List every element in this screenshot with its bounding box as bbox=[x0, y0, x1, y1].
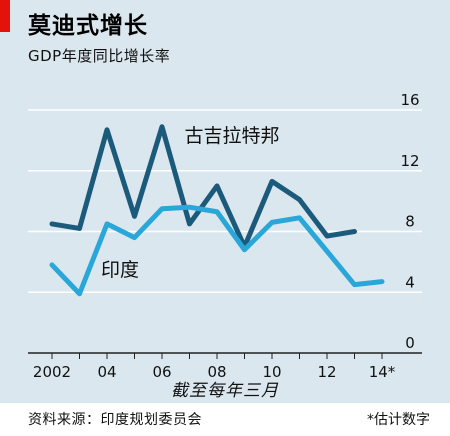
source-note: 资料来源：印度规划委员会 bbox=[28, 412, 202, 428]
y-tick-label: 0 bbox=[405, 334, 415, 352]
x-tick-label: 08 bbox=[207, 363, 226, 381]
x-tick-label: 06 bbox=[152, 363, 171, 381]
x-tick-label: 2002 bbox=[33, 363, 71, 381]
x-tick-label: 10 bbox=[262, 363, 281, 381]
x-tick-label: 14* bbox=[369, 363, 396, 381]
y-tick-label: 16 bbox=[400, 91, 419, 109]
y-tick-label: 8 bbox=[405, 213, 415, 231]
y-tick-label: 4 bbox=[405, 273, 415, 291]
y-tick-label: 12 bbox=[400, 152, 419, 170]
footnote: *估计数字 bbox=[367, 412, 430, 428]
brand-tag bbox=[0, 0, 10, 32]
x-tick-label: 12 bbox=[317, 363, 336, 381]
series-line-gujarat bbox=[49, 124, 357, 250]
series-label-india: 印度 bbox=[101, 259, 139, 281]
chart-subtitle: GDP年度同比增长率 bbox=[28, 47, 171, 65]
series-line-india bbox=[49, 204, 385, 297]
series-label-gujarat: 古吉拉特邦 bbox=[184, 125, 279, 147]
x-axis-label: 截至每年三月 bbox=[171, 381, 279, 401]
x-tick-label: 04 bbox=[97, 363, 116, 381]
chart-title: 莫迪式增长 bbox=[28, 13, 148, 39]
